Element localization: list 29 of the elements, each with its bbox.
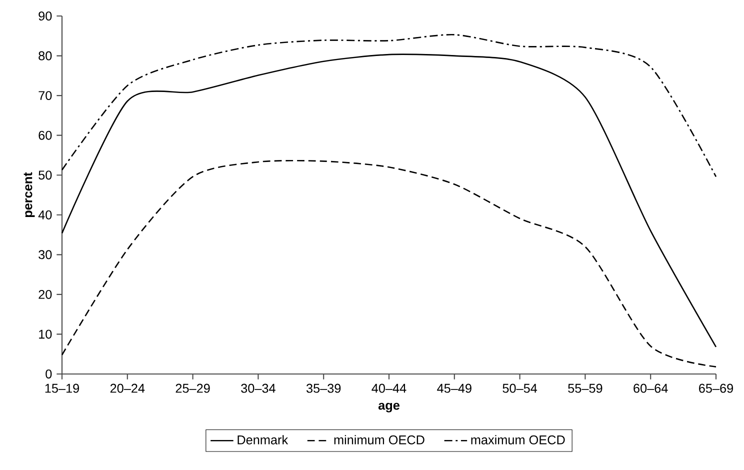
x-tick-label: 30–34 [241,384,276,393]
y-tick-label: 40 [38,210,52,220]
x-tick-label: 50–54 [502,384,538,393]
legend-label: maximum OECD [471,435,565,444]
y-tick-label: 90 [38,12,52,20]
y-tick-label: 60 [38,130,52,140]
x-tick-label: 60–64 [634,384,668,393]
x-tick-label: 65–69 [699,384,733,393]
x-tick-label: 25–29 [176,384,210,393]
y-axis-title: percent [24,172,35,218]
x-tick-label: 35–39 [306,384,341,393]
y-tick-label: 0 [46,370,52,378]
legend-label: Denmark [238,435,288,444]
line-series [61,54,717,348]
legend-label: minimum OECD [334,435,424,444]
x-axis-title: age [378,402,400,412]
line-series [61,160,717,368]
y-tick-label: 30 [38,250,52,260]
line-series [61,34,717,178]
y-tick-label: 80 [38,51,52,60]
y-tick-label: 20 [38,290,52,299]
y-tick-label: 50 [38,170,52,180]
x-tick-label: 45–49 [437,384,472,393]
x-tick-label: 15–19 [45,384,80,393]
y-tick-label: 10 [39,330,52,339]
x-tick-label: 20–24 [110,384,145,393]
x-tick-label: 55–59 [568,384,602,393]
x-tick-label: 40–44 [372,384,406,393]
y-tick-label: 70 [38,91,52,100]
